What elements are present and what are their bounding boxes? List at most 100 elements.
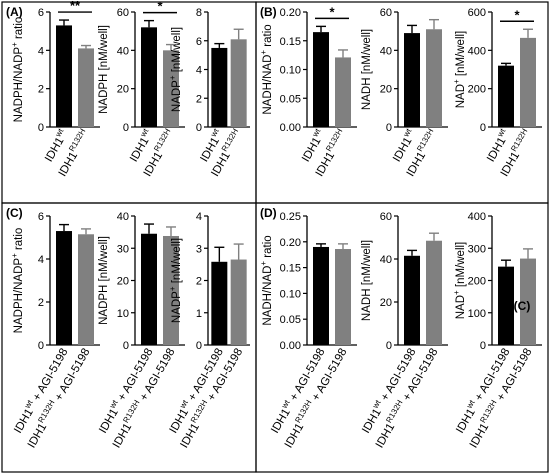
y-tick-label: 60 — [380, 7, 392, 19]
y-axis-label-main: NADP — [171, 80, 183, 112]
y-tick-label: 0.15 — [280, 263, 301, 275]
significance-marker: * — [157, 0, 163, 14]
y-tick-label: 1 — [196, 308, 202, 320]
bar-r132h — [78, 234, 94, 345]
bar-r132h — [520, 258, 536, 345]
y-axis-label-rest: ratio — [262, 235, 274, 261]
y-tick-label: 0.25 — [280, 211, 301, 223]
y-axis-label-sup: + — [168, 75, 177, 80]
y-tick-label: 400 — [468, 45, 486, 57]
bar-r132h — [163, 235, 179, 345]
y-axis-label-main: NADH [nM/well] — [361, 240, 373, 321]
category-label-main: IDH1 — [142, 150, 165, 179]
y-axis-label: NADH/NAD+ ratio — [259, 235, 274, 325]
y-tick-label: 4 — [196, 211, 202, 223]
y-axis-label-main: NADP — [171, 291, 183, 323]
y-tick-label: 40 — [380, 254, 392, 266]
y-tick-label: 2 — [38, 297, 44, 309]
y-axis-label-main: NADPH [nM/well] — [98, 25, 110, 114]
y-axis-label: NADH/NAD+ ratio — [259, 24, 274, 114]
significance-marker: * — [329, 4, 335, 19]
y-axis-label-sup: + — [10, 42, 19, 47]
y-axis-label-sup: + — [168, 286, 177, 291]
panel-label: (D) — [260, 206, 277, 220]
y-axis-label-rest: ratio — [13, 17, 25, 43]
y-tick-label: 0 — [480, 122, 486, 134]
y-axis-label-rest: [nM/well] — [455, 31, 467, 80]
bar-wt — [313, 32, 329, 127]
y-tick-label: 2 — [38, 84, 44, 96]
bar-r132h — [426, 29, 442, 127]
y-tick-label: 6 — [38, 211, 44, 223]
y-tick-label: 20 — [380, 297, 392, 309]
y-axis-label-main: NADH/NAD — [262, 55, 274, 115]
y-tick-label: 4 — [196, 65, 202, 77]
y-axis-label: NADP+ [nM/well] — [168, 27, 183, 112]
category-label-main: IDH1 — [57, 150, 80, 179]
y-tick-label: 20 — [117, 84, 129, 96]
bar-r132h — [78, 48, 94, 127]
category-label-main: IDH1 — [499, 150, 522, 179]
y-tick-label: 0 — [196, 122, 202, 134]
category-label-sup: R132H — [220, 127, 240, 153]
bar-r132h — [335, 57, 351, 127]
y-axis-label-sup: + — [10, 253, 19, 258]
y-axis-label: NADPH [nM/well] — [98, 236, 110, 325]
y-axis-label-rest: ratio — [262, 24, 274, 50]
y-axis-label-rest: [nM/well] — [455, 242, 467, 291]
y-tick-label: 3 — [196, 243, 202, 255]
inset-panel-label: (C) — [514, 299, 531, 313]
y-tick-label: 0.10 — [280, 65, 301, 77]
y-axis-label-main: NADH [nM/well] — [361, 29, 373, 110]
category-label-main: IDH1 — [374, 422, 397, 451]
y-tick-label: 0 — [38, 340, 44, 352]
y-tick-label: 100 — [468, 308, 486, 320]
y-axis-label: NADH [nM/well] — [361, 240, 373, 321]
bar-wt — [141, 233, 157, 345]
panel-label: (B) — [260, 5, 277, 19]
category-label-sup: R132H — [67, 127, 87, 153]
bar-r132h — [426, 240, 442, 345]
y-tick-label: 0.20 — [280, 7, 301, 19]
y-tick-label: 600 — [468, 7, 486, 19]
y-axis-label: NADPH [nM/well] — [98, 25, 110, 114]
y-tick-label: 0 — [386, 122, 392, 134]
y-tick-label: 30 — [117, 243, 129, 255]
y-tick-label: 0 — [480, 340, 486, 352]
y-axis-label-sup: + — [259, 261, 268, 266]
y-axis-label-main: NAD — [455, 84, 467, 108]
category-label-main: IDH1 — [314, 150, 337, 179]
panel-frame — [255, 202, 549, 473]
y-tick-label: 8 — [196, 7, 202, 19]
y-tick-label: 2 — [196, 276, 202, 288]
significance-marker: ** — [70, 0, 81, 13]
y-tick-label: 0.00 — [280, 340, 301, 352]
y-tick-label: 0.05 — [280, 314, 301, 326]
y-axis-label-rest: ratio — [13, 228, 25, 254]
y-axis-label-sup: + — [452, 290, 461, 295]
bar-wt — [313, 246, 329, 345]
y-axis-label-sup: + — [452, 79, 461, 84]
category-label-main: IDH1 — [26, 422, 49, 451]
y-tick-label: 20 — [380, 84, 392, 96]
bar-wt — [404, 255, 420, 345]
y-tick-label: 40 — [117, 45, 129, 57]
y-axis-label-main: NADPH [nM/well] — [98, 236, 110, 325]
category-label-main: IDH1 — [111, 422, 134, 451]
y-tick-label: 10 — [117, 308, 129, 320]
y-tick-label: 60 — [117, 7, 129, 19]
y-axis-label-rest: [nM/well] — [171, 238, 183, 287]
y-axis-label: NADPH/NADP+ ratio — [10, 228, 25, 334]
y-tick-label: 4 — [38, 254, 44, 266]
y-axis-label: NADH [nM/well] — [361, 29, 373, 110]
y-tick-label: 0.20 — [280, 237, 301, 249]
y-tick-label: 40 — [117, 211, 129, 223]
y-tick-label: 200 — [468, 276, 486, 288]
y-axis-label-main: NADH/NAD — [262, 266, 274, 326]
y-tick-label: 4 — [38, 45, 44, 57]
bar-wt — [404, 33, 420, 128]
y-tick-label: 0.10 — [280, 288, 301, 300]
category-label-sup: R132H — [415, 127, 435, 153]
y-tick-label: 20 — [117, 276, 129, 288]
category-label-sup: R132H — [324, 127, 344, 153]
